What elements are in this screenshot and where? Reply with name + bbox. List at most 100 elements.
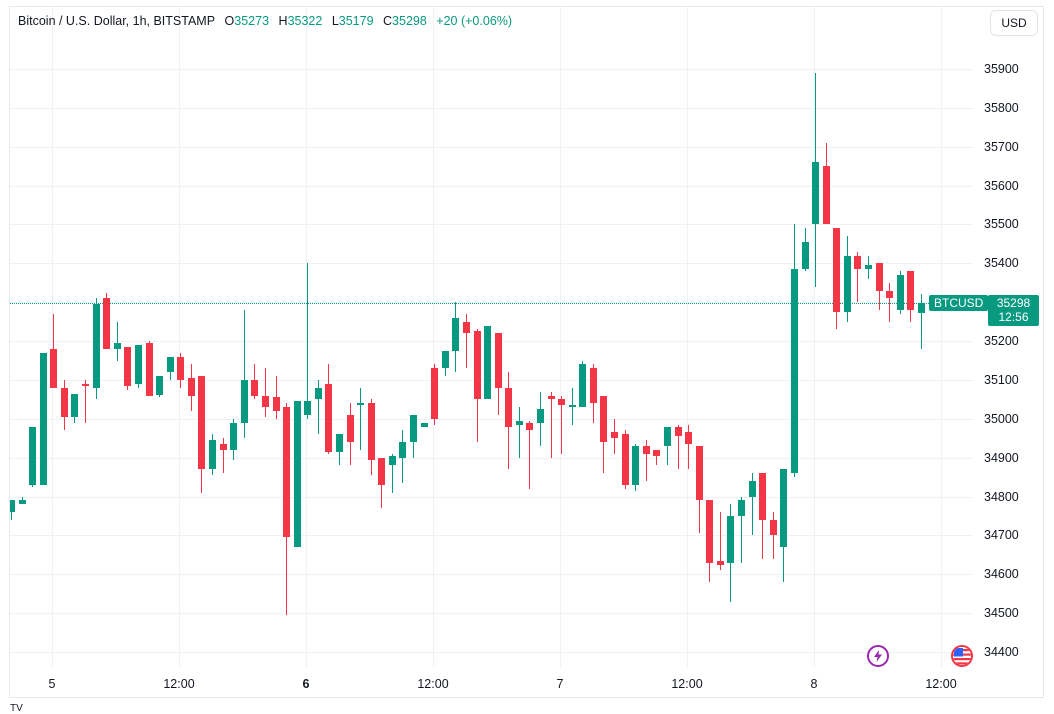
gridline-horizontal	[10, 535, 973, 537]
low-value: 35179	[338, 14, 374, 28]
high-value: 35322	[287, 14, 323, 28]
candle-body	[103, 298, 110, 349]
candle-body	[569, 405, 576, 408]
candle-body	[886, 290, 893, 299]
gridline-vertical	[560, 7, 561, 667]
gridline-horizontal	[10, 146, 973, 148]
chart-frame	[9, 6, 1044, 698]
change-value: +20 (+0.06%)	[436, 14, 513, 28]
candle-wick	[678, 424, 679, 470]
candle-body	[727, 516, 734, 563]
candle-body	[505, 387, 512, 427]
chart-plot-area[interactable]	[10, 7, 973, 667]
candle-body	[717, 560, 724, 565]
candle-body	[759, 473, 766, 520]
candle-body	[474, 331, 481, 400]
candle-body	[273, 397, 280, 412]
candle-body	[188, 378, 195, 396]
candle-body	[262, 395, 269, 408]
candle-body	[241, 379, 248, 423]
candle-wick	[466, 313, 467, 369]
price-tick-label: 35600	[984, 178, 1019, 193]
candle-body	[632, 446, 639, 485]
price-tick-label: 35500	[984, 217, 1019, 232]
lightning-bolt-icon[interactable]	[867, 645, 889, 667]
candle-body	[823, 166, 830, 225]
candle-body	[347, 414, 354, 443]
candle-body	[844, 255, 851, 312]
candle-wick	[85, 379, 86, 423]
price-tick-label: 35700	[984, 139, 1019, 154]
candle-body	[50, 348, 57, 388]
candle-body	[579, 364, 586, 408]
price-tick-label: 34600	[984, 567, 1019, 582]
candle-wick	[752, 473, 753, 536]
candle-body	[675, 426, 682, 437]
symbol-price-label: BTCUSD	[929, 295, 989, 311]
candle-body	[780, 469, 787, 548]
candle-body	[82, 383, 89, 386]
candle-body	[177, 356, 184, 380]
candle-body	[19, 500, 26, 505]
candle-wick	[656, 449, 657, 466]
time-tick-label: 12:00	[417, 677, 449, 691]
candle-body	[198, 376, 205, 470]
candle-body	[526, 422, 533, 431]
candle-body	[611, 432, 618, 439]
symbol-title[interactable]: Bitcoin / U.S. Dollar, 1h, BITSTAMP	[18, 14, 216, 28]
candle-wick	[551, 391, 552, 458]
us-flag-icon[interactable]	[951, 645, 973, 667]
candle-body	[537, 409, 544, 423]
candle-wick	[646, 440, 647, 482]
currency-button[interactable]: USD	[990, 10, 1038, 36]
price-tick-label: 35000	[984, 411, 1019, 426]
high-label: H	[278, 14, 288, 28]
candle-wick	[244, 309, 245, 439]
gridline-vertical	[179, 7, 180, 667]
bar-countdown: 12:56	[998, 310, 1029, 324]
open-label: O	[224, 14, 235, 28]
gridline-horizontal	[10, 457, 973, 459]
price-tick-label: 34500	[984, 606, 1019, 621]
candle-body	[653, 449, 660, 456]
candle-body	[71, 393, 78, 417]
candle-body	[812, 162, 819, 225]
bottom-caption: TV	[10, 703, 23, 714]
close-value: 35298	[392, 14, 427, 28]
candle-body	[749, 481, 756, 497]
time-axis[interactable]: 5 12:00 6 12:00 7 12:00 8 12:00	[10, 667, 973, 697]
gridline-horizontal	[10, 69, 973, 70]
gridline-horizontal	[10, 224, 973, 226]
price-tick-label: 34800	[984, 489, 1019, 504]
price-tick-label: 35900	[984, 62, 1019, 76]
candle-body	[10, 500, 15, 513]
candle-body	[452, 317, 459, 351]
candle-body	[431, 368, 438, 419]
candle-body	[770, 519, 777, 536]
candle-wick	[117, 321, 118, 361]
candle-wick	[741, 496, 742, 563]
candle-body	[156, 376, 163, 396]
candle-wick	[561, 395, 562, 454]
candle-body	[146, 343, 153, 396]
candle-body	[791, 269, 798, 474]
candle-body	[124, 346, 131, 386]
candle-body	[802, 241, 809, 270]
gridline-horizontal	[10, 185, 973, 187]
candle-wick	[889, 282, 890, 322]
time-tick-label: 12:00	[163, 677, 195, 691]
candle-wick	[223, 438, 224, 474]
gridline-vertical	[941, 7, 942, 667]
candle-body	[114, 343, 121, 349]
candle-body	[304, 401, 311, 415]
open-value: 35273	[234, 14, 270, 28]
price-axis[interactable]: 35900 35800 35700 35600 35500 35400 35200 35100…	[973, 7, 1043, 667]
candle-body	[897, 275, 904, 310]
time-tick-label: 5	[48, 677, 56, 691]
gridline-horizontal	[10, 341, 973, 343]
candle-body	[421, 422, 428, 427]
candle-body	[907, 271, 914, 310]
price-tick-label: 35100	[984, 372, 1019, 387]
gridline-horizontal	[10, 496, 973, 498]
candle-body	[336, 434, 343, 452]
